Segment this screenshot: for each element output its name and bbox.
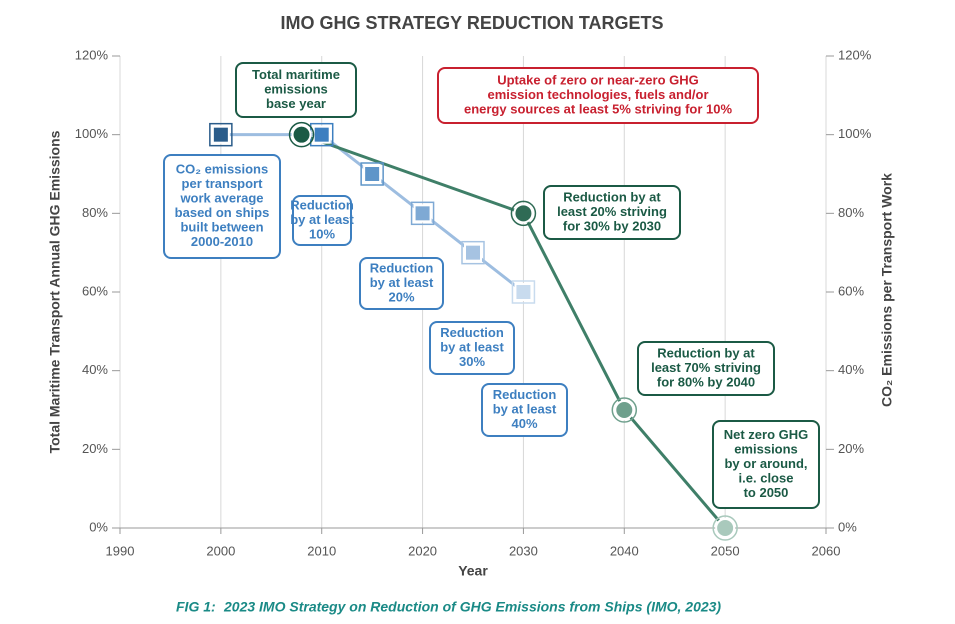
- marker-outline: [410, 201, 435, 226]
- y-tick-label: 80%: [82, 205, 108, 220]
- square-marker: [464, 243, 482, 262]
- annotation-text: by at least: [290, 212, 354, 227]
- annotation-text: Reduction by at: [657, 345, 755, 360]
- annotation-text: for 80% by 2040: [657, 374, 755, 389]
- annotation-box: [543, 185, 681, 240]
- annotation-text: Reduction by at: [563, 189, 661, 204]
- x-tick-label: 2000: [206, 543, 235, 558]
- square-marker: [413, 204, 432, 223]
- annotation-text: 20%: [388, 289, 414, 304]
- annotation-text: i.e. close: [739, 470, 794, 485]
- y-tick-label: 40%: [82, 362, 108, 377]
- x-tick-label: 2040: [610, 543, 639, 558]
- y2-tick-label: 0%: [838, 519, 857, 534]
- x-tick-label: 2060: [812, 543, 841, 558]
- y-tick-label: 60%: [82, 283, 108, 298]
- marker-outline: [209, 122, 233, 147]
- chart-title: IMO GHG STRATEGY REDUCTION TARGETS: [280, 13, 663, 33]
- annotation-text: Net zero GHG: [724, 427, 809, 442]
- circle-marker: [715, 518, 736, 538]
- annotation-text: Total maritime: [252, 67, 340, 82]
- annotation-text: for 30% by 2030: [563, 218, 661, 233]
- annotation-text: least 20% striving: [557, 204, 667, 219]
- marker-outline: [511, 280, 536, 304]
- annotation-text: 30%: [459, 354, 485, 369]
- y-tick-label: 20%: [82, 441, 108, 456]
- annotation-box: [437, 67, 759, 124]
- x-axis-label: Year: [458, 563, 488, 579]
- annotation-box: [429, 321, 515, 375]
- circle-marker: [291, 124, 312, 145]
- annotation-text: Reduction: [370, 260, 434, 275]
- square-marker: [211, 125, 230, 144]
- circle-marker: [614, 400, 635, 420]
- marker-outline: [461, 240, 485, 265]
- annotation-text: by at least: [440, 339, 504, 354]
- caption-label: FIG 1:: [176, 599, 216, 615]
- square-marker: [312, 125, 331, 144]
- annotation-text: based on ships: [175, 205, 270, 220]
- x-tick-label: 2010: [307, 543, 336, 558]
- annotation-text: 2000-2010: [191, 234, 253, 249]
- annotation-box: [359, 257, 444, 310]
- annotation-text: Reduction: [440, 325, 504, 340]
- caption: 2023 IMO Strategy on Reduction of GHG Em…: [223, 599, 721, 615]
- marker-outline: [611, 397, 638, 423]
- x-tick-label: 2030: [509, 543, 538, 558]
- y-tick-label: 120%: [75, 47, 109, 62]
- square-marker: [363, 165, 382, 183]
- annotation-text: by at least: [370, 275, 434, 290]
- annotation-text: emissions: [264, 81, 328, 96]
- annotation-text: Reduction: [290, 197, 354, 212]
- annotation-text: least 70% striving: [651, 360, 761, 375]
- y-tick-label: 100%: [75, 126, 109, 141]
- y2-tick-label: 60%: [838, 283, 864, 298]
- annotation-text: CO₂ emissions: [176, 162, 268, 177]
- annotation-text: base year: [266, 96, 326, 111]
- y2-tick-label: 80%: [838, 205, 864, 220]
- circle-marker: [513, 203, 534, 224]
- annotation-text: to 2050: [744, 485, 789, 500]
- marker-outline: [288, 121, 315, 148]
- annotation-box: [637, 341, 775, 396]
- annotation-text: emissions: [734, 441, 798, 456]
- y2-tick-label: 120%: [838, 47, 872, 62]
- y2-tick-label: 100%: [838, 126, 872, 141]
- annotation-text: Uptake of zero or near-zero GHG: [497, 72, 699, 87]
- annotation-text: by at least: [493, 401, 557, 416]
- annotation-text: 40%: [511, 416, 537, 431]
- y2-axis-label: CO₂ Emissions per Transport Work: [879, 173, 895, 407]
- marker-outline: [712, 515, 738, 541]
- annotation-box: [481, 383, 568, 437]
- x-tick-label: 1990: [106, 543, 135, 558]
- y2-tick-label: 20%: [838, 441, 864, 456]
- marker-outline: [360, 162, 384, 186]
- annotation-box: [712, 420, 820, 509]
- series-line: [301, 133, 727, 529]
- x-tick-label: 2020: [408, 543, 437, 558]
- annotation-text: emission technologies, fuels and/or: [487, 87, 708, 102]
- annotation-text: work average: [179, 191, 263, 206]
- square-marker: [514, 283, 533, 301]
- marker-outline: [510, 200, 537, 227]
- annotation-text: 10%: [309, 226, 335, 241]
- y2-tick-label: 40%: [838, 362, 864, 377]
- annotation-box: [163, 154, 281, 259]
- annotation-text: built between: [180, 220, 263, 235]
- annotation-text: Reduction: [493, 387, 557, 402]
- annotation-box: [292, 195, 352, 246]
- annotation-text: energy sources at least 5% striving for …: [464, 101, 732, 116]
- annotation-text: per transport: [182, 176, 264, 191]
- y-tick-label: 0%: [89, 519, 108, 534]
- y-axis-label: Total Maritime Transport Annual GHG Emis…: [47, 130, 63, 453]
- x-tick-label: 2050: [711, 543, 740, 558]
- annotation-text: by or around,: [724, 456, 807, 471]
- annotation-box: [235, 62, 357, 118]
